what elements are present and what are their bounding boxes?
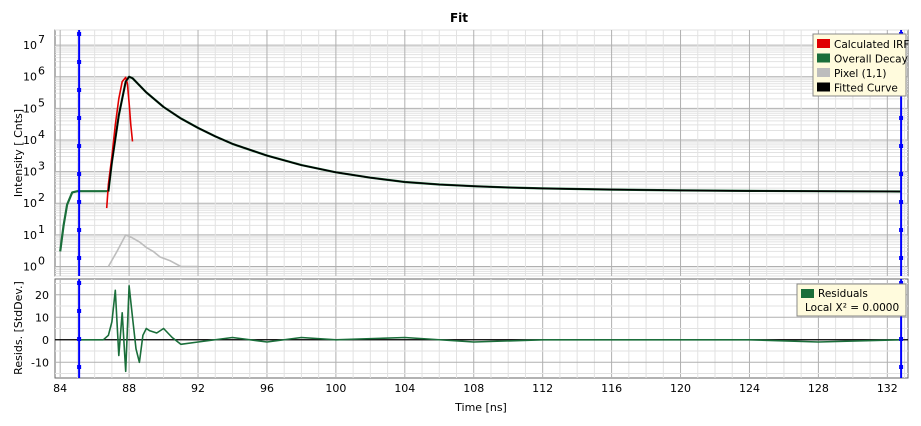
residuals-y-tick-label: 0 — [42, 334, 49, 347]
decay-y-tick-label: 10 — [23, 197, 37, 210]
legend-entry: Calculated IRF — [834, 39, 909, 51]
decay-y-tick-label: 10 — [23, 39, 37, 52]
x-tick-label: 100 — [325, 382, 346, 395]
decay-y-tick-exponent: 2 — [38, 191, 45, 204]
series-line-fitted-curve — [107, 75, 902, 193]
decay-y-tick-exponent: 7 — [38, 33, 45, 46]
x-tick-label: 116 — [601, 382, 622, 395]
decay-cursor-marker[interactable] — [899, 172, 904, 176]
legend-swatch — [817, 53, 830, 63]
decay-cursor-marker[interactable] — [77, 32, 82, 36]
legend-entry: Pixel (1,1) — [834, 68, 887, 80]
residuals-cursor-marker[interactable] — [899, 337, 904, 341]
x-tick-label: 128 — [808, 382, 829, 395]
decay-y-tick-label: 10 — [23, 134, 37, 147]
decay-y-label: Intensity [ Cnts] — [12, 109, 25, 197]
series-line-residuals — [79, 284, 902, 373]
legend-entry: Fitted Curve — [834, 83, 898, 95]
decay-cursor-marker[interactable] — [77, 116, 82, 120]
x-tick-label: 120 — [670, 382, 691, 395]
legend-entry: Residuals — [818, 288, 868, 300]
decay-cursor-marker[interactable] — [77, 200, 82, 204]
legend-chi-square: Local X² = 0.0000 — [805, 302, 899, 314]
residuals-y-label: Resids. [StdDev.] — [12, 281, 25, 375]
residuals-cursor-marker[interactable] — [77, 365, 82, 369]
decay-y-tick-exponent: 0 — [38, 254, 45, 267]
legend-swatch — [817, 82, 830, 92]
x-tick-label: 104 — [394, 382, 415, 395]
x-tick-label: 88 — [122, 382, 136, 395]
legend-swatch — [817, 39, 830, 48]
decay-y-tick-exponent: 1 — [38, 223, 45, 236]
x-tick-label: 132 — [877, 382, 898, 395]
residuals-y-tick-label: 20 — [35, 289, 49, 302]
decay-y-tick-exponent: 4 — [38, 128, 45, 141]
series-line-pixel-1-1- — [107, 234, 198, 268]
decay-cursor-marker[interactable] — [77, 228, 82, 232]
decay-legend: Calculated IRF Overall Decay Pixel (1,1) Fi… — [812, 33, 909, 97]
residuals-cursor-marker[interactable] — [899, 281, 904, 285]
decay-cursor-marker[interactable] — [77, 60, 82, 64]
residuals-panel: -10 0 10 20 84 88 92 96 100 104 108 112 116 120 124 12… — [12, 278, 909, 414]
x-axis-label: Time [ns] — [454, 401, 507, 414]
decay-cursor-marker[interactable] — [899, 256, 904, 260]
residuals-y-tick-label: -10 — [31, 356, 49, 369]
residuals-cursor-marker[interactable] — [77, 337, 82, 341]
residuals-cursor-marker[interactable] — [77, 309, 82, 313]
residuals-cursor-marker[interactable] — [899, 365, 904, 369]
residuals-legend: Residuals Local X² = 0.0000 — [796, 283, 907, 317]
decay-y-tick-exponent: 3 — [38, 160, 45, 173]
decay-cursor-marker[interactable] — [77, 88, 82, 92]
decay-y-tick-label: 10 — [23, 260, 37, 273]
x-tick-label: 96 — [260, 382, 274, 395]
decay-cursor-marker[interactable] — [899, 228, 904, 232]
residuals-cursor-marker[interactable] — [77, 281, 82, 285]
decay-y-tick-exponent: 6 — [38, 65, 45, 78]
x-tick-label: 84 — [53, 382, 67, 395]
residuals-legend-box — [796, 283, 907, 317]
decay-y-tick-label: 10 — [23, 71, 37, 84]
decay-y-tick-label: 10 — [23, 102, 37, 115]
legend-swatch — [817, 68, 830, 77]
decay-y-tick-label: 10 — [23, 166, 37, 179]
x-tick-label: 124 — [739, 382, 760, 395]
legend-swatch — [801, 289, 814, 298]
decay-y-tick-label: 10 — [23, 229, 37, 242]
decay-y-tick-exponent: 5 — [38, 96, 45, 109]
x-tick-label: 112 — [532, 382, 553, 395]
chart-title: Fit — [450, 11, 468, 25]
decay-cursor-marker[interactable] — [899, 116, 904, 120]
decay-cursor-marker[interactable] — [77, 144, 82, 148]
decay-cursor-marker[interactable] — [899, 144, 904, 148]
decay-cursor-marker[interactable] — [77, 172, 82, 176]
decay-cursor-marker[interactable] — [899, 200, 904, 204]
residuals-y-tick-label: 10 — [35, 311, 49, 324]
x-tick-label: 92 — [191, 382, 205, 395]
legend-entry: Overall Decay — [834, 54, 908, 66]
x-tick-label: 108 — [463, 382, 484, 395]
decay-cursor-marker[interactable] — [77, 256, 82, 260]
